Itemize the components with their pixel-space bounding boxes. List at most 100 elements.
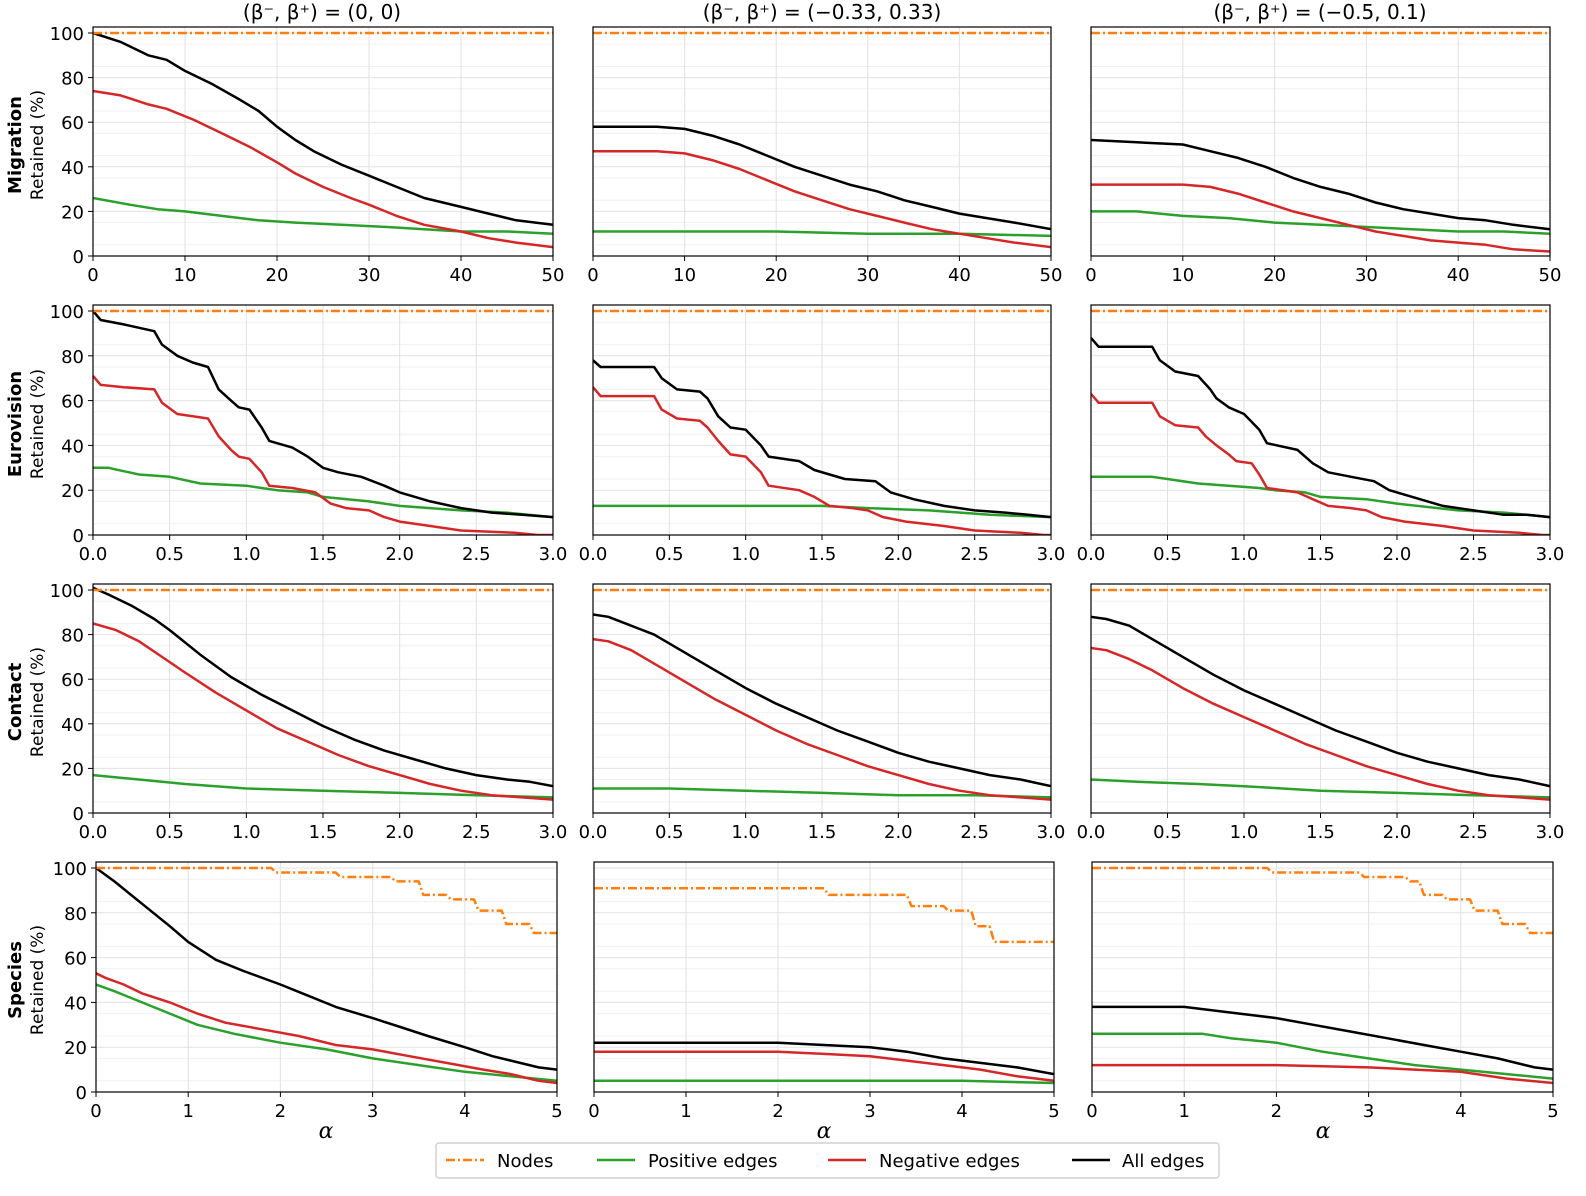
series-all-line [1091,615,1550,788]
x-axis-label-0: α [319,1119,334,1144]
x-tick-label: 1.5 [309,822,338,843]
y-tick-label: 80 [64,904,87,925]
panel-1-1: 0.0 0.5 1.0 1.5 2.0 2.5 3.0 [579,304,1065,565]
y-tick-label: 20 [64,1038,87,1059]
series-pos-line [594,1079,1054,1085]
series-pos-line [1092,1032,1553,1080]
series-pos-line [593,787,1051,799]
x-axis-label-1: α [817,1119,832,1144]
x-tick-label: 2.0 [1383,544,1412,565]
x-tick-label: 20 [266,265,289,286]
legend-box [435,1142,1220,1179]
x-tick-label: 50 [1040,265,1063,286]
series-neg-line [93,622,553,801]
x-tick-label: 0 [587,265,598,286]
y-tick-label: 60 [61,392,84,413]
y-tick-label: 100 [50,24,84,45]
series-all-line [593,125,1051,231]
x-tick-label: 40 [948,265,971,286]
x-tick-label: 5 [551,1101,562,1122]
x-tick-label: 2.5 [960,544,989,565]
y-tick-label: 40 [64,993,87,1014]
series-neg-line [593,386,1051,535]
series-all-line [594,1041,1054,1076]
series-all-line [93,586,553,788]
x-tick-label: 4 [956,1101,967,1122]
x-tick-label: 2 [275,1101,286,1122]
x-tick-label: 1.5 [1306,544,1335,565]
y-tick-label: 20 [61,759,84,780]
x-tick-label: 0.0 [79,544,108,565]
x-tick-label: 1.5 [309,544,338,565]
x-tick-label: 0 [1085,265,1096,286]
x-tick-label: 2.5 [462,822,491,843]
series-neg-line [93,375,553,535]
x-tick-label: 0 [90,1101,101,1122]
panel-0-2: 0 10 20 30 40 50 [1085,26,1561,286]
panel-frame [1090,26,1551,257]
x-tick-label: 2 [1271,1101,1282,1122]
panel-frame [1091,861,1554,1093]
y-tick-label: 0 [73,247,84,268]
x-axis-label-2: α [1316,1119,1331,1144]
y-tick-label: 60 [64,949,87,970]
row-label-0: Migration [5,96,26,194]
x-tick-label: 1.5 [1306,822,1335,843]
legend-positive-label: Positive edges [648,1151,778,1172]
x-tick-label: 3.0 [539,822,568,843]
x-tick-label: 0.5 [155,822,184,843]
series-all-line [1091,138,1550,231]
x-tick-label: 2.0 [385,822,414,843]
column-title-2: (β⁻, β⁺) = (−0.5, 0.1) [1213,0,1426,24]
y-tick-label: 20 [61,481,84,502]
x-tick-label: 0.5 [655,544,684,565]
series-pos-line [593,230,1051,238]
x-tick-label: 0.0 [579,544,608,565]
x-tick-label: 0 [588,1101,599,1122]
y-tick-label: 80 [61,626,84,647]
x-tick-label: 1 [680,1101,691,1122]
x-tick-label: 0.5 [155,544,184,565]
series-all-line [593,359,1051,519]
x-tick-label: 5 [1547,1101,1558,1122]
x-tick-label: 1.5 [808,544,837,565]
x-tick-label: 3 [864,1101,875,1122]
legend-all-label: All edges [1122,1151,1204,1172]
panel-0-0: 0 10 20 30 40 50 0 20 40 60 80 100 [50,24,565,286]
series-neg-line [93,89,553,249]
y-tick-label: 60 [61,113,84,134]
panel-2-2: 0.0 0.5 1.0 1.5 2.0 2.5 3.0 [1077,583,1564,843]
y-tick-label: 40 [61,158,84,179]
series-pos-line [93,466,553,519]
panel-2-1: 0.0 0.5 1.0 1.5 2.0 2.5 3.0 [579,583,1066,843]
x-tick-label: 40 [1447,265,1470,286]
x-tick-label: 30 [1355,265,1378,286]
series-pos-line [96,983,557,1083]
row-label-3: Species [5,941,26,1019]
x-tick-label: 20 [1263,265,1286,286]
legend: Nodes Positive edges Negative edges All … [435,1142,1220,1179]
x-tick-label: 3 [1363,1101,1374,1122]
x-tick-label: 1.0 [232,822,261,843]
y-axis-label-3: Retained (%) [28,925,48,1035]
x-tick-label: 30 [856,265,879,286]
series-nodes-line [594,886,1054,944]
x-tick-label: 40 [450,265,473,286]
x-tick-label: 0.5 [655,822,684,843]
y-tick-label: 100 [53,859,87,880]
x-tick-label: 1.0 [1230,822,1259,843]
x-tick-label: 3.0 [539,544,568,565]
panel-3-0: 0 1 2 3 4 5 0 20 40 60 80 100 [53,859,563,1122]
panel-frame [92,26,554,257]
x-tick-label: 4 [1455,1101,1466,1122]
x-tick-label: 1.0 [1230,544,1259,565]
series-neg-line [1091,646,1550,801]
y-tick-label: 80 [61,69,84,90]
y-tick-label: 100 [50,302,84,323]
x-tick-label: 3.0 [1037,822,1066,843]
y-tick-label: 20 [61,202,84,223]
x-tick-label: 1 [182,1101,193,1122]
x-tick-label: 0.0 [79,822,108,843]
x-tick-label: 30 [358,265,381,286]
